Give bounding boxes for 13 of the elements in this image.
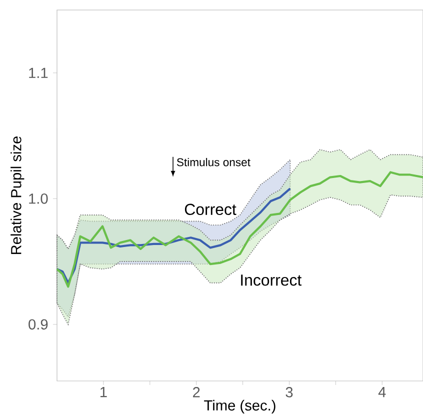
x-tick-label: 1 [100,387,107,398]
series-label: Correct [184,204,236,216]
line-series [56,171,423,288]
y-axis-title: Relative Pupil size [10,136,24,254]
x-tick-label: 2 [193,387,200,398]
x-axis-title: Time (sec.) [204,400,276,414]
series-label: Incorrect [241,274,302,286]
y-tick-label: 1.0 [29,193,48,204]
x-tick-label: 4 [378,387,386,398]
y-tick-label: 0.9 [28,319,48,330]
annotation: Stimulus onset [176,158,250,166]
x-tick-label: 3 [286,387,293,398]
y-tick-label: 1.1 [29,68,48,78]
